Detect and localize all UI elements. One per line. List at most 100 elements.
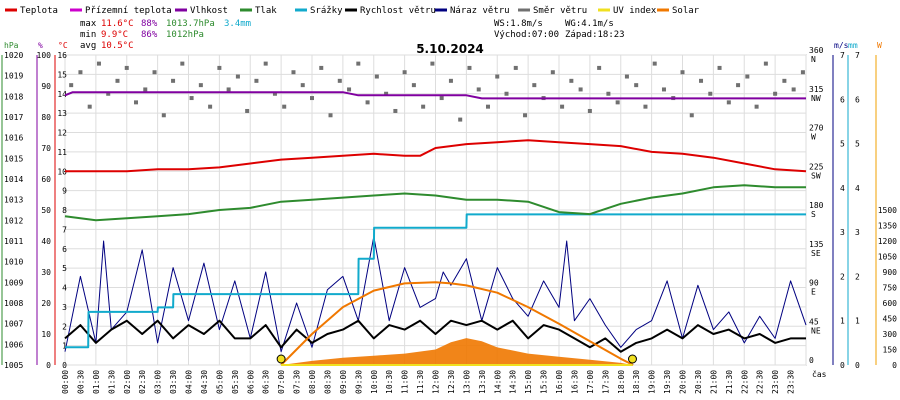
solar-measured-area [281, 338, 634, 365]
wind-direction-tick-label: 180 [809, 201, 824, 210]
wind-direction-point [291, 70, 296, 75]
temperature-tick-label: 13 [57, 109, 67, 118]
wind-direction-point [476, 87, 481, 92]
solar-tick-label: 150 [883, 346, 898, 355]
time-tick-label: 11:00 [401, 370, 410, 394]
legend: Teplota Přízemní teplota Vlhkost Tlak Srážky… [5, 6, 700, 16]
temperature-tick-label: 12 [57, 129, 67, 138]
wind-direction-tick-label: 270 [809, 124, 824, 133]
solar-tick-label: 1200 [878, 237, 897, 246]
wind-direction-point [310, 96, 314, 101]
wind-direction-tick-label: 90 [809, 279, 819, 288]
pressure-tick-label: 1017 [4, 113, 23, 122]
wind-direction-point [800, 70, 805, 75]
pressure-tick-label: 1014 [4, 175, 23, 184]
wind-direction-point [661, 87, 666, 92]
humidity-tick-label: 10 [41, 330, 51, 339]
pressure-tick-label: 1009 [4, 278, 23, 287]
wind-direction-point [606, 91, 611, 96]
time-tick-label: 10:30 [385, 370, 394, 394]
time-tick-label: 18:00 [617, 370, 626, 394]
wind-direction-point [180, 61, 185, 66]
rain-line [65, 213, 806, 349]
wind-direction-tick-label: 225 [809, 162, 824, 171]
humidity-tick-label: 60 [41, 175, 51, 184]
wind-direction-point [708, 91, 713, 96]
time-tick-label: 20:00 [679, 370, 688, 394]
pressure-tick-label: 1012 [4, 216, 23, 225]
wind-direction-compass-label: SW [811, 171, 821, 180]
wind-direction-point [402, 70, 407, 75]
stat-max-label: max [80, 19, 97, 29]
time-tick-label: 21:30 [725, 370, 734, 394]
rain-tick-label: 5 [855, 140, 860, 149]
time-tick-label: 07:00 [277, 370, 286, 394]
temperature-tick-label: 6 [62, 245, 67, 254]
wind-direction-point [171, 78, 176, 83]
wind-direction-point [736, 83, 741, 88]
humidity-tick-label: 0 [46, 361, 51, 370]
wind-direction-point [143, 87, 148, 92]
wind-direction-point [624, 74, 629, 79]
time-tick-label: 00:30 [76, 370, 85, 394]
stat-wind-gust: WG:4.1m/s [565, 19, 614, 29]
humidity-tick-label: 90 [41, 82, 51, 91]
wind-direction-point [652, 61, 657, 66]
legend-label: Náraz větru [450, 6, 510, 16]
wind-direction-point [532, 83, 537, 88]
humidity-tick-label: 30 [41, 268, 51, 277]
humidity-tick-label: 20 [41, 299, 51, 308]
temperature-tick-label: 4 [62, 284, 67, 293]
wind-direction-point [328, 113, 333, 118]
wind-direction-point [337, 78, 342, 83]
wind-direction-point [458, 117, 463, 122]
temperature-tick-label: 16 [57, 51, 67, 60]
wind-direction-point [782, 78, 787, 83]
wind-speed-tick-label: 5 [840, 140, 845, 149]
time-tick-label: 22:00 [740, 370, 749, 394]
rain-tick-label: 0 [855, 361, 860, 370]
time-tick-label: 05:30 [231, 370, 240, 394]
pressure-axis-unit: hPa [4, 41, 19, 50]
time-tick-label: 20:30 [694, 370, 703, 394]
wind-direction-point [254, 78, 259, 83]
legend-label: Přízemní teplota [85, 6, 172, 16]
wind-direction-point [560, 104, 565, 109]
wind-direction-compass-label: N [811, 55, 816, 64]
time-tick-label: 01:00 [92, 370, 101, 394]
humidity-tick-label: 50 [41, 206, 51, 215]
legend-label: UV index [613, 6, 657, 16]
solar-axis-unit: W [877, 41, 882, 50]
solar-tick-label: 1350 [878, 222, 897, 231]
wind-direction-point [448, 78, 453, 83]
wind-direction-point [504, 91, 509, 96]
rain-tick-label: 1 [855, 317, 860, 326]
stat-wind-speed: WS:1.8m/s [494, 19, 543, 29]
wind-direction-point [643, 104, 648, 109]
time-tick-label: 02:00 [123, 370, 132, 394]
wind-direction-point [235, 74, 240, 79]
wind-direction-tick-label: 45 [809, 317, 819, 326]
temperature-tick-label: 2 [62, 322, 67, 331]
temperature-tick-label: 7 [62, 225, 67, 234]
pressure-tick-label: 1015 [4, 154, 23, 163]
wind-speed-tick-label: 2 [840, 272, 845, 281]
stat-avg-label: avg [80, 41, 96, 51]
wind-direction-point [550, 70, 555, 75]
wind-direction-compass-label: NE [811, 326, 821, 335]
wind-direction-point [634, 83, 639, 88]
temperature-axis-unit: °C [58, 41, 68, 50]
time-tick-label: 19:30 [663, 370, 672, 394]
solar-tick-label: 900 [883, 268, 898, 277]
time-tick-label: 06:30 [262, 370, 271, 394]
pressure-tick-label: 1005 [4, 361, 23, 370]
stat-rain: 3.4mm [224, 19, 251, 29]
temperature-tick-label: 5 [62, 264, 67, 273]
solar-tick-label: 0 [892, 361, 897, 370]
time-tick-label: 07:30 [293, 370, 302, 394]
wind-speed-tick-label: 4 [840, 184, 845, 193]
wind-speed-tick-label: 3 [840, 228, 845, 237]
chart-title: 5.10.2024 [416, 42, 484, 56]
